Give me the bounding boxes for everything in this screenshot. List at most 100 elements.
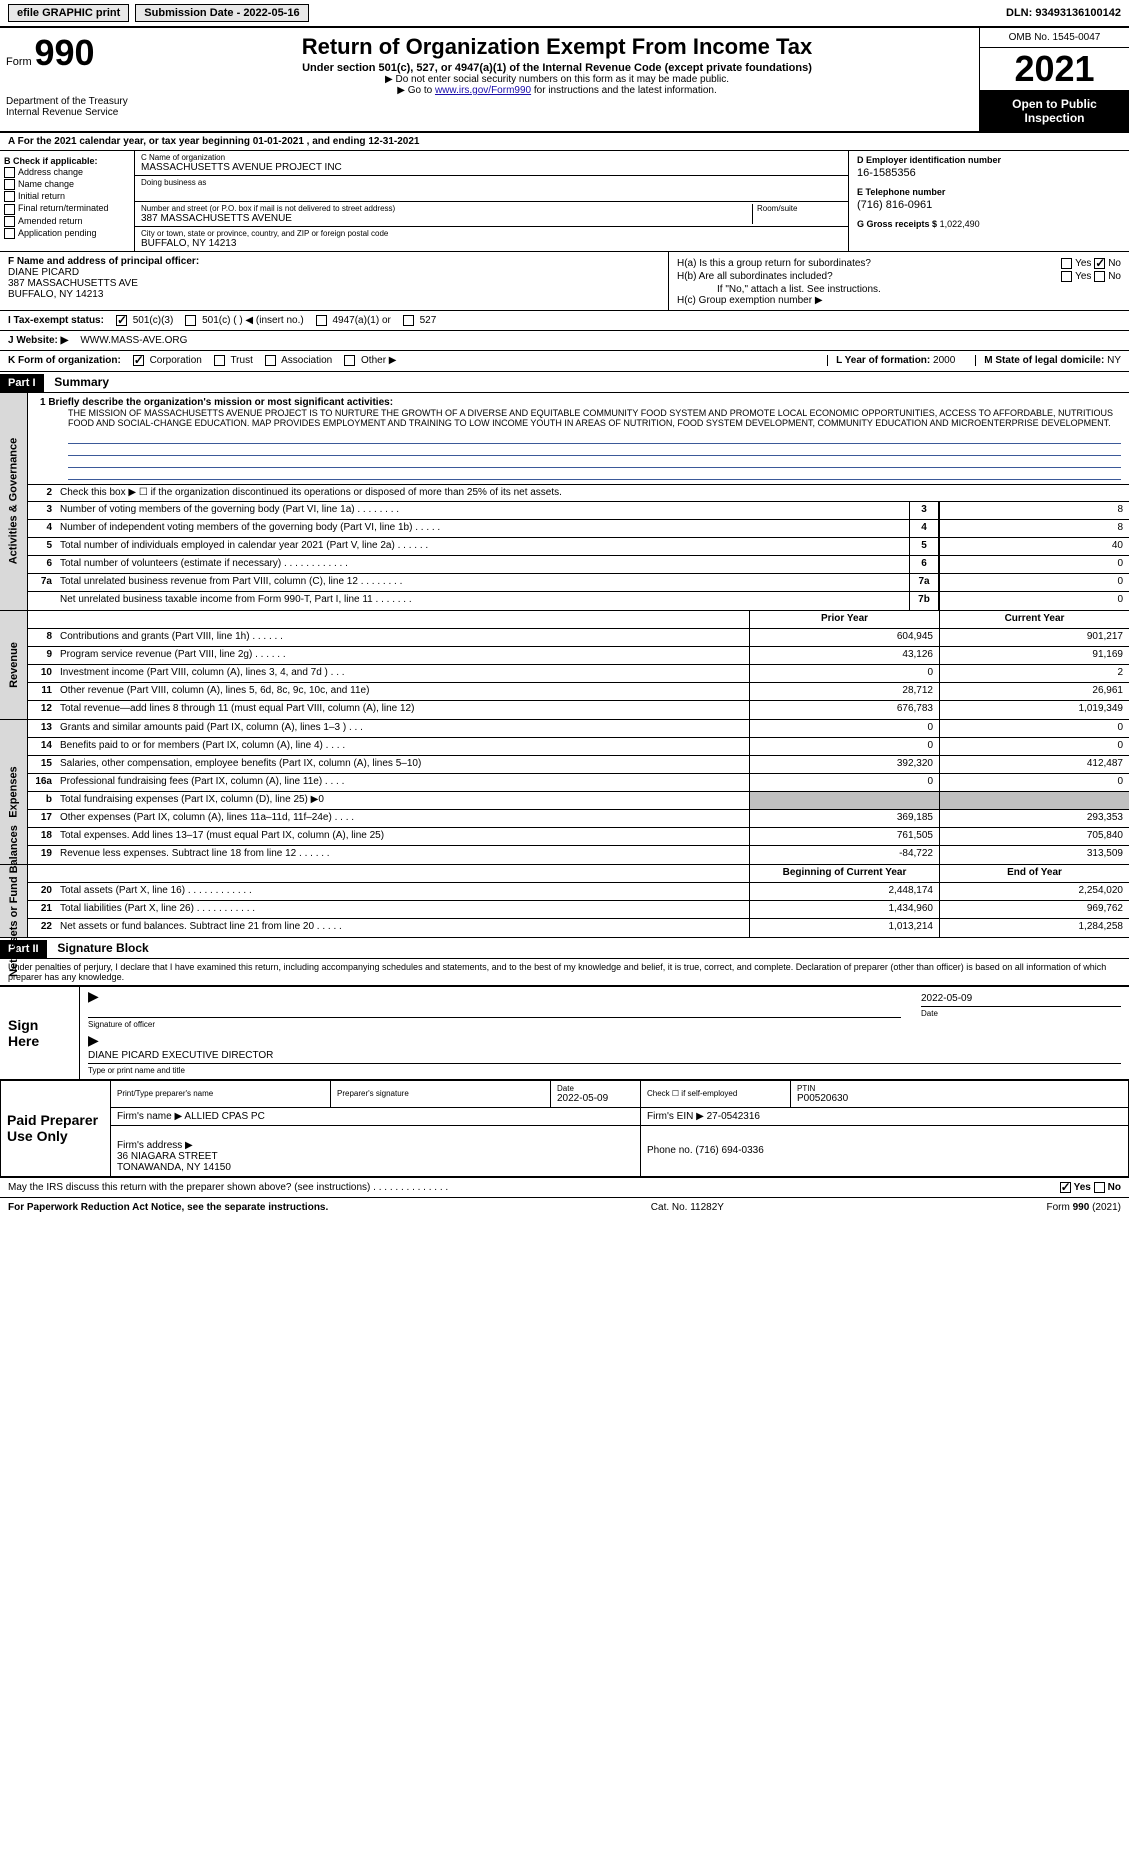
b-item[interactable]: Address change: [4, 167, 130, 178]
mission-label: 1 Briefly describe the organization's mi…: [40, 397, 1121, 408]
ha-no-checkbox[interactable]: [1094, 258, 1105, 269]
hc-label: H(c) Group exemption number ▶: [677, 295, 1121, 306]
k-label: K Form of organization:: [8, 355, 121, 366]
table-row: 18Total expenses. Add lines 13–17 (must …: [28, 828, 1129, 846]
i-label: I Tax-exempt status:: [8, 315, 104, 326]
paid-preparer-label: Paid Preparer Use Only: [1, 1080, 111, 1176]
part1-title: Summary: [46, 372, 117, 392]
discuss-yes-checkbox[interactable]: [1060, 1182, 1071, 1193]
prep-name-label: Print/Type preparer's name: [117, 1089, 324, 1098]
firm-addr-value: 36 NIAGARA STREET TONAWANDA, NY 14150: [117, 1151, 231, 1173]
sidebar-netassets: Net Assets or Fund Balances: [0, 865, 28, 937]
k-trust-checkbox[interactable]: [214, 355, 225, 366]
c-name-value: MASSACHUSETTS AVENUE PROJECT INC: [141, 162, 842, 173]
sidebar-governance: Activities & Governance: [0, 393, 28, 610]
hb-label: H(b) Are all subordinates included?: [677, 271, 833, 282]
discuss-no-checkbox[interactable]: [1094, 1182, 1105, 1193]
may-discuss-row: May the IRS discuss this return with the…: [0, 1177, 1129, 1197]
table-row: 20Total assets (Part X, line 16) . . . .…: [28, 883, 1129, 901]
col-b-checkboxes: B Check if applicable: Address change Na…: [0, 151, 135, 251]
c-dba-label: Doing business as: [141, 178, 842, 187]
row-j-website: J Website: ▶ WWW.MASS-AVE.ORG: [0, 331, 1129, 351]
inst2-post: for instructions and the latest informat…: [531, 85, 717, 96]
e-phone-label: E Telephone number: [857, 187, 1121, 197]
ptin-label: PTIN: [797, 1084, 1122, 1093]
submission-date-label: Submission Date - 2022-05-16: [135, 4, 308, 22]
header-left: Form 990 Department of the Treasury Inte…: [0, 28, 135, 131]
sidebar-revenue: Revenue: [0, 611, 28, 719]
section-bcd: B Check if applicable: Address change Na…: [0, 151, 1129, 252]
dln-label: DLN: 93493136100142: [1006, 7, 1121, 19]
table-row: 8Contributions and grants (Part VIII, li…: [28, 629, 1129, 647]
firm-addr-label: Firm's address ▶: [117, 1140, 193, 1151]
paid-preparer-table: Paid Preparer Use Only Print/Type prepar…: [0, 1080, 1129, 1177]
firm-name-value: ALLIED CPAS PC: [184, 1111, 264, 1122]
part2-title: Signature Block: [49, 938, 156, 958]
hb-no-checkbox[interactable]: [1094, 271, 1105, 282]
ha-yes-checkbox[interactable]: [1061, 258, 1072, 269]
k-assoc-checkbox[interactable]: [265, 355, 276, 366]
table-row: 22Net assets or fund balances. Subtract …: [28, 919, 1129, 937]
b-item[interactable]: Amended return: [4, 216, 130, 227]
i-501c-checkbox[interactable]: [185, 315, 196, 326]
sig-date-label: Date: [921, 1009, 1121, 1018]
prep-sig-label: Preparer's signature: [337, 1089, 544, 1098]
firm-name-label: Firm's name ▶: [117, 1111, 182, 1122]
check-self-label: Check ☐ if self-employed: [647, 1089, 784, 1098]
i-501c3-checkbox[interactable]: [116, 315, 127, 326]
hb-yes-checkbox[interactable]: [1061, 271, 1072, 282]
instruction-1: ▶ Do not enter social security numbers o…: [139, 74, 975, 85]
irs-link[interactable]: www.irs.gov/Form990: [435, 85, 531, 96]
ha-label: H(a) Is this a group return for subordin…: [677, 258, 871, 269]
form-footer: Form 990 (2021): [1047, 1202, 1121, 1213]
j-label: J Website: ▶: [8, 335, 68, 346]
table-row: 12Total revenue—add lines 8 through 11 (…: [28, 701, 1129, 719]
paperwork-notice: For Paperwork Reduction Act Notice, see …: [8, 1202, 328, 1213]
expenses-section: Expenses 13Grants and similar amounts pa…: [0, 720, 1129, 865]
row-a-tax-year: A For the 2021 calendar year, or tax yea…: [0, 133, 1129, 151]
current-year-header: Current Year: [939, 611, 1129, 628]
table-row: 4Number of independent voting members of…: [28, 520, 1129, 538]
e-phone-value: (716) 816-0961: [857, 199, 1121, 211]
prep-date-label: Date: [557, 1084, 634, 1093]
header-right: OMB No. 1545-0047 2021 Open to Public In…: [979, 28, 1129, 131]
f-label: F Name and address of principal officer:: [8, 256, 660, 267]
mission-block: 1 Briefly describe the organization's mi…: [28, 393, 1129, 484]
k-corp-checkbox[interactable]: [133, 355, 144, 366]
hb-note: If "No," attach a list. See instructions…: [677, 284, 1121, 295]
b-item[interactable]: Application pending: [4, 228, 130, 239]
i-4947-checkbox[interactable]: [316, 315, 327, 326]
i-527-checkbox[interactable]: [403, 315, 414, 326]
sign-here-section: Sign Here ▶ Signature of officer 2022-05…: [0, 986, 1129, 1080]
table-row: 9Program service revenue (Part VIII, lin…: [28, 647, 1129, 665]
open-to-public: Open to Public Inspection: [980, 91, 1129, 131]
form-title: Return of Organization Exempt From Incom…: [139, 34, 975, 60]
g-gross-label: G Gross receipts $: [857, 219, 937, 229]
top-bar: efile GRAPHIC print Submission Date - 20…: [0, 0, 1129, 28]
footer: For Paperwork Reduction Act Notice, see …: [0, 1197, 1129, 1217]
c-room-label: Room/suite: [757, 204, 842, 213]
c-city-label: City or town, state or province, country…: [141, 229, 842, 238]
k-other-checkbox[interactable]: [344, 355, 355, 366]
b-item[interactable]: Final return/terminated: [4, 203, 130, 214]
b-item[interactable]: Name change: [4, 179, 130, 190]
header-center: Return of Organization Exempt From Incom…: [135, 28, 979, 131]
b-title: B Check if applicable:: [4, 156, 130, 166]
cat-no: Cat. No. 11282Y: [651, 1202, 724, 1213]
table-row: 10Investment income (Part VIII, column (…: [28, 665, 1129, 683]
arrow-icon: ▶: [88, 1032, 99, 1048]
netassets-section: Net Assets or Fund Balances Beginning of…: [0, 865, 1129, 938]
table-row: 17Other expenses (Part IX, column (A), l…: [28, 810, 1129, 828]
dept-label: Department of the Treasury Internal Reve…: [6, 96, 129, 118]
form-subtitle: Under section 501(c), 527, or 4947(a)(1)…: [139, 62, 975, 74]
name-title-value: DIANE PICARD EXECUTIVE DIRECTOR: [88, 1048, 1121, 1064]
c-city-value: BUFFALO, NY 14213: [141, 238, 842, 249]
efile-print-button[interactable]: efile GRAPHIC print: [8, 4, 129, 22]
firm-ein-value: 27-0542316: [707, 1111, 760, 1122]
arrow-icon: ▶: [88, 988, 99, 1004]
b-item[interactable]: Initial return: [4, 191, 130, 202]
prep-date-value: 2022-05-09: [557, 1093, 634, 1104]
firm-phone-label: Phone no.: [647, 1145, 693, 1156]
table-row: 6Total number of volunteers (estimate if…: [28, 556, 1129, 574]
col-d-contact: D Employer identification number 16-1585…: [849, 151, 1129, 251]
